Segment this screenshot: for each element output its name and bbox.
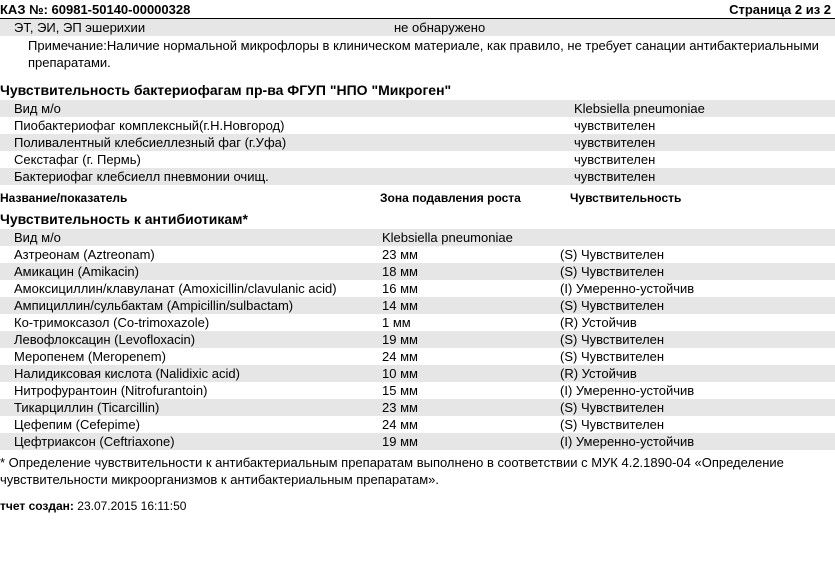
ab-sens: (I) Умеренно-устойчив	[560, 434, 835, 449]
phage-name: Секстафаг (г. Пермь)	[14, 152, 574, 167]
ab-zone: 14 мм	[382, 298, 560, 313]
ab-sens: (S) Чувствителен	[560, 298, 835, 313]
phage-row: Бактериофаг клебсиелл пневмонии очищ.чув…	[0, 168, 835, 185]
ab-zone: 19 мм	[382, 434, 560, 449]
ab-sens: (R) Устойчив	[560, 315, 835, 330]
ab-sens: (I) Умеренно-устойчив	[560, 281, 835, 296]
ab-name: Налидиксовая кислота (Nalidixic acid)	[14, 366, 382, 381]
ab-species-label: Вид м/о	[14, 230, 382, 245]
ab-row: Тикарциллин (Ticarcillin)23 мм(S) Чувств…	[0, 399, 835, 416]
ab-name: Тикарциллин (Ticarcillin)	[14, 400, 382, 415]
ab-zone: 24 мм	[382, 349, 560, 364]
ab-row: Меропенем (Meropenem)24 мм(S) Чувствител…	[0, 348, 835, 365]
ab-sens: (I) Умеренно-устойчив	[560, 383, 835, 398]
detection-result: не обнаружено	[394, 20, 584, 35]
microflora-note: Примечание:Наличие нормальной микрофлоры…	[0, 36, 835, 78]
ab-name: Левофлоксацин (Levofloxacin)	[14, 332, 382, 347]
order-header: КАЗ №: 60981-50140-00000328 Страница 2 и…	[0, 0, 835, 19]
ab-species-value: Klebsiella pneumoniae	[382, 230, 560, 245]
ab-sens: (S) Чувствителен	[560, 417, 835, 432]
report-created-value: 23.07.2015 16:11:50	[77, 499, 186, 513]
ab-row: Амикацин (Amikacin)18 мм(S) Чувствителен	[0, 263, 835, 280]
ab-zone: 10 мм	[382, 366, 560, 381]
ab-row: Ампициллин/сульбактам (Ampicillin/sulbac…	[0, 297, 835, 314]
phage-result: чувствителен	[574, 118, 835, 133]
ab-name: Амикацин (Amikacin)	[14, 264, 382, 279]
ab-section-title: Чувствительность к антибиотикам*	[0, 207, 835, 229]
ab-zone: 23 мм	[382, 247, 560, 262]
ab-row: Цефепим (Cefepime)24 мм(S) Чувствителен	[0, 416, 835, 433]
ab-sens: (S) Чувствителен	[560, 264, 835, 279]
ab-row: Амоксициллин/клавуланат (Amoxicillin/cla…	[0, 280, 835, 297]
ab-zone: 16 мм	[382, 281, 560, 296]
ab-zone: 19 мм	[382, 332, 560, 347]
col-header-sens: Чувствительность	[570, 191, 835, 205]
col-header-name: Название/показатель	[0, 191, 380, 205]
phage-result: чувствителен	[574, 152, 835, 167]
phage-name: Поливалентный клебсиеллезный фаг (г.Уфа)	[14, 135, 574, 150]
ab-row: Ко-тримоксазол (Co-trimoxazole)1 мм(R) У…	[0, 314, 835, 331]
ab-name: Амоксициллин/клавуланат (Amoxicillin/cla…	[14, 281, 382, 296]
phage-name: Пиобактериофаг комплексный(г.Н.Новгород)	[14, 118, 574, 133]
phage-result: чувствителен	[574, 169, 835, 184]
ab-sens: (S) Чувствителен	[560, 332, 835, 347]
footer-note: * Определение чувствительности к антибак…	[0, 450, 835, 491]
ab-name: Меропенем (Meropenem)	[14, 349, 382, 364]
ab-row: Цефтриаксон (Ceftriaxone)19 мм(I) Умерен…	[0, 433, 835, 450]
phage-row: Поливалентный клебсиеллезный фаг (г.Уфа)…	[0, 134, 835, 151]
phage-species-value: Klebsiella pneumoniae	[574, 101, 835, 116]
order-number: КАЗ №: 60981-50140-00000328	[0, 2, 190, 17]
ab-sens: (S) Чувствителен	[560, 400, 835, 415]
ab-name: Нитрофурантоин (Nitrofurantoin)	[14, 383, 382, 398]
column-headers: Название/показатель Зона подавления рост…	[0, 185, 835, 207]
page-indicator: Страница 2 из 2	[729, 2, 831, 17]
ab-sens: (S) Чувствителен	[560, 349, 835, 364]
ab-row: Азтреонам (Aztreonam)23 мм(S) Чувствител…	[0, 246, 835, 263]
phage-species-row: Вид м/о Klebsiella pneumoniae	[0, 100, 835, 117]
detection-row: ЭТ, ЭИ, ЭП эшерихии не обнаружено	[0, 19, 835, 36]
phage-name: Бактериофаг клебсиелл пневмонии очищ.	[14, 169, 574, 184]
ab-sens: (R) Устойчив	[560, 366, 835, 381]
ab-row: Нитрофурантоин (Nitrofurantoin)15 мм(I) …	[0, 382, 835, 399]
ab-name: Ко-тримоксазол (Co-trimoxazole)	[14, 315, 382, 330]
ab-name: Ампициллин/сульбактам (Ampicillin/sulbac…	[14, 298, 382, 313]
ab-name: Цефепим (Cefepime)	[14, 417, 382, 432]
ab-species-row: Вид м/о Klebsiella pneumoniae	[0, 229, 835, 246]
ab-sens: (S) Чувствителен	[560, 247, 835, 262]
ab-row: Левофлоксацин (Levofloxacin)19 мм(S) Чув…	[0, 331, 835, 348]
report-created: тчет создан: 23.07.2015 16:11:50	[0, 491, 835, 517]
ab-zone: 23 мм	[382, 400, 560, 415]
order-number-value: 60981-50140-00000328	[52, 2, 191, 17]
report-created-label: тчет создан:	[0, 499, 74, 513]
ab-zone: 1 мм	[382, 315, 560, 330]
phage-section-title: Чувствительность бактериофагам пр-ва ФГУ…	[0, 78, 835, 100]
ab-zone: 18 мм	[382, 264, 560, 279]
ab-name: Цефтриаксон (Ceftriaxone)	[14, 434, 382, 449]
phage-row: Пиобактериофаг комплексный(г.Н.Новгород)…	[0, 117, 835, 134]
ab-name: Азтреонам (Aztreonam)	[14, 247, 382, 262]
detection-item: ЭТ, ЭИ, ЭП эшерихии	[14, 20, 394, 35]
phage-result: чувствителен	[574, 135, 835, 150]
phage-species-label: Вид м/о	[14, 101, 574, 116]
ab-zone: 15 мм	[382, 383, 560, 398]
ab-zone: 24 мм	[382, 417, 560, 432]
order-label: КАЗ №:	[0, 2, 48, 17]
ab-row: Налидиксовая кислота (Nalidixic acid)10 …	[0, 365, 835, 382]
col-header-zone: Зона подавления роста	[380, 191, 570, 205]
phage-row: Секстафаг (г. Пермь)чувствителен	[0, 151, 835, 168]
